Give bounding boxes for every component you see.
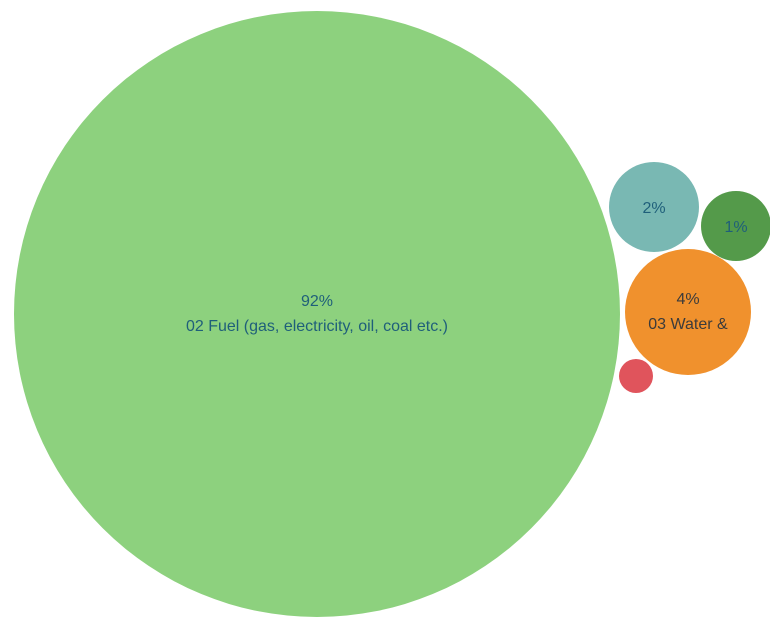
bubble-percent-label: 4% [676, 291, 699, 308]
bubble-percent-label: 1% [724, 219, 747, 236]
bubble-4[interactable]: 1% [701, 191, 770, 261]
bubble-circle[interactable] [701, 191, 770, 261]
bubble-category-label: 02 Fuel (gas, electricity, oil, coal etc… [186, 318, 448, 335]
bubble-2[interactable]: 4% 03 Water & [625, 249, 751, 375]
bubble-category-label: 03 Water & [648, 316, 728, 333]
bubble-circle[interactable] [14, 11, 620, 617]
bubble-circle[interactable] [625, 249, 751, 375]
bubble-circle[interactable] [609, 162, 699, 252]
bubble-percent-label: 2% [642, 200, 665, 217]
bubble-5[interactable] [619, 359, 653, 393]
bubble-circle[interactable] [619, 359, 653, 393]
bubble-3[interactable]: 2% [609, 162, 699, 252]
bubble-1[interactable]: 92% 02 Fuel (gas, electricity, oil, coal … [14, 11, 620, 617]
bubble-percent-label: 92% [301, 293, 333, 310]
